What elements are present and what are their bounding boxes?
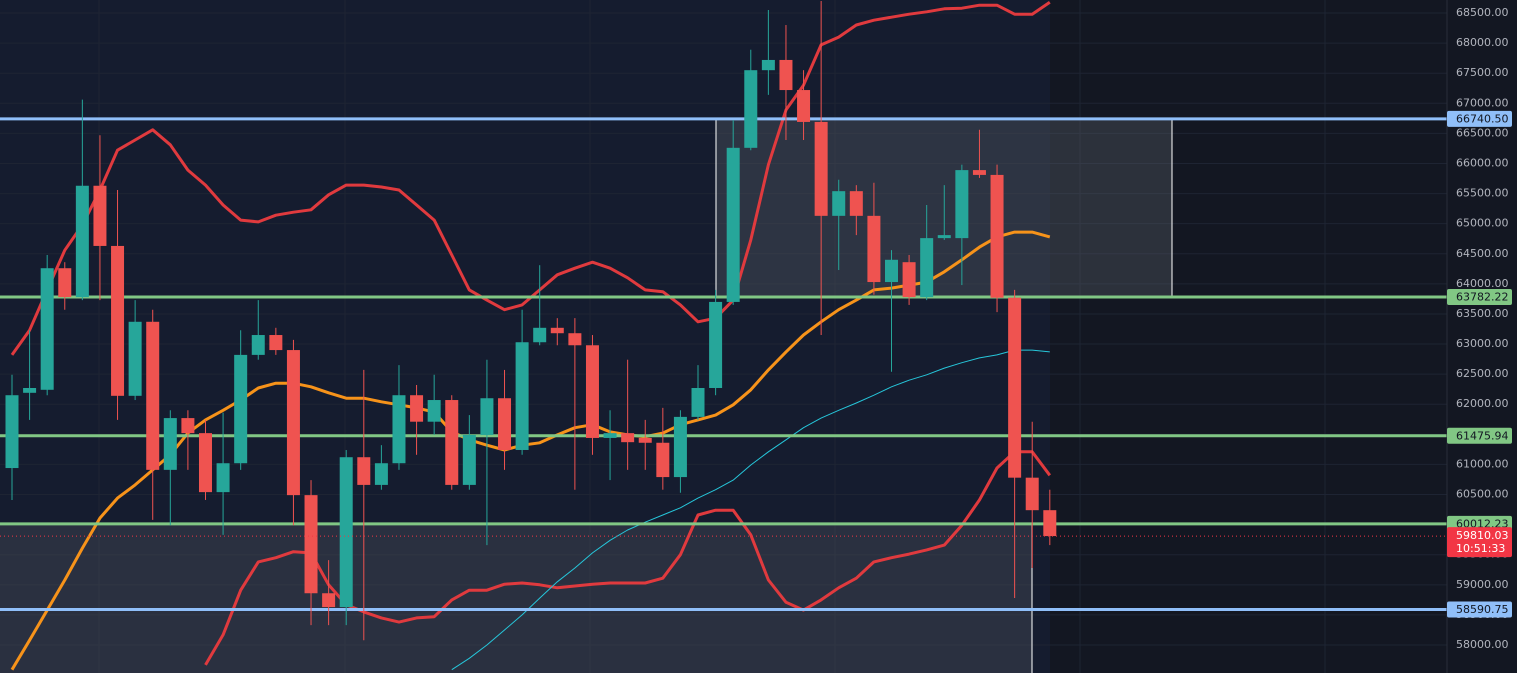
candle-body (445, 400, 459, 485)
candle-body (5, 395, 19, 469)
y-tick-label: 68000.00 (1456, 36, 1509, 49)
candle-body (374, 463, 388, 485)
y-tick-label: 67500.00 (1456, 66, 1509, 79)
candle-body (269, 335, 283, 351)
candle-body (357, 457, 371, 485)
candle-body (339, 457, 353, 608)
candle-body (480, 398, 494, 435)
candle-body (585, 345, 599, 438)
candle-body (673, 416, 687, 478)
candle-body (568, 333, 582, 346)
candle-body (972, 170, 986, 175)
y-tick-label: 58000.00 (1456, 638, 1509, 651)
candle-body (322, 593, 336, 608)
candle-body (709, 301, 723, 388)
candle-body (761, 59, 775, 71)
y-tick-label: 66000.00 (1456, 156, 1509, 169)
candle-body (58, 268, 72, 298)
candle-body (128, 321, 142, 396)
candle-body (726, 147, 740, 302)
candle-body (832, 191, 846, 216)
y-tick-label: 63000.00 (1456, 337, 1509, 350)
zone-box (0, 523, 1032, 673)
candle-body (550, 327, 564, 334)
candle-body (603, 433, 617, 438)
candle-body (462, 434, 476, 485)
candle-body (286, 350, 300, 496)
candle-body (867, 215, 881, 283)
candle-body (920, 238, 934, 298)
candle-body (955, 170, 969, 239)
candle-body (779, 59, 793, 91)
candle-body (234, 354, 248, 464)
candle-body (198, 433, 212, 493)
indicator-line (451, 349, 1050, 671)
y-tick-label: 64000.00 (1456, 277, 1509, 290)
y-tick-label: 64500.00 (1456, 247, 1509, 260)
candle-body (744, 70, 758, 148)
candle-body (691, 387, 705, 417)
y-tick-label: 65500.00 (1456, 187, 1509, 200)
y-tick-label: 67000.00 (1456, 96, 1509, 109)
level-label-box (1447, 110, 1512, 127)
candle-body (533, 327, 547, 343)
candle-body (902, 262, 916, 298)
candle-body (937, 235, 951, 239)
candle-body (181, 418, 195, 434)
candle-body (163, 418, 177, 470)
level-label: 61475.94 (1456, 429, 1509, 442)
candle-body (40, 268, 54, 390)
countdown-label: 10:51:33 (1456, 542, 1505, 555)
candle-body (111, 245, 125, 396)
candle-body (656, 442, 670, 478)
candle-body (93, 185, 107, 246)
candle-body (498, 398, 512, 450)
candle-body (23, 387, 37, 393)
y-tick-label: 62000.00 (1456, 397, 1509, 410)
candle-body (849, 191, 863, 216)
candle-body (990, 174, 1004, 298)
level-label-box (1447, 601, 1512, 618)
candle-body (251, 335, 265, 355)
candle-body (146, 321, 160, 470)
candle-body (75, 185, 89, 298)
last-price-box (1447, 527, 1512, 558)
y-tick-label: 59000.00 (1456, 578, 1509, 591)
level-label: 58590.75 (1456, 603, 1509, 616)
candle-body (638, 437, 652, 443)
candle-body (410, 395, 424, 422)
candle-body (515, 342, 529, 450)
level-label-box (1447, 427, 1512, 444)
last-price-label: 59810.03 (1456, 529, 1509, 542)
candle-body (1025, 477, 1039, 511)
y-tick-label: 62500.00 (1456, 367, 1509, 380)
candle-body (1043, 510, 1057, 537)
candle-body (216, 463, 230, 493)
y-tick-label: 68500.00 (1456, 6, 1509, 19)
y-tick-label: 60500.00 (1456, 488, 1509, 501)
candle-body (427, 400, 441, 422)
time-grid (98, 0, 1326, 673)
candle-body (885, 259, 898, 283)
candle-body (621, 433, 635, 443)
level-label-box (1447, 288, 1512, 305)
y-tick-label: 63500.00 (1456, 307, 1509, 320)
level-label: 63782.22 (1456, 290, 1509, 303)
y-tick-label: 65000.00 (1456, 217, 1509, 230)
candle-body (392, 395, 406, 464)
candle-body (814, 121, 828, 216)
y-tick-label: 66500.00 (1456, 126, 1509, 139)
candle-body (304, 495, 318, 594)
candle-body (1008, 297, 1022, 478)
candle-body (797, 90, 811, 122)
level-label: 66740.50 (1456, 112, 1509, 125)
y-tick-label: 61000.00 (1456, 457, 1509, 470)
